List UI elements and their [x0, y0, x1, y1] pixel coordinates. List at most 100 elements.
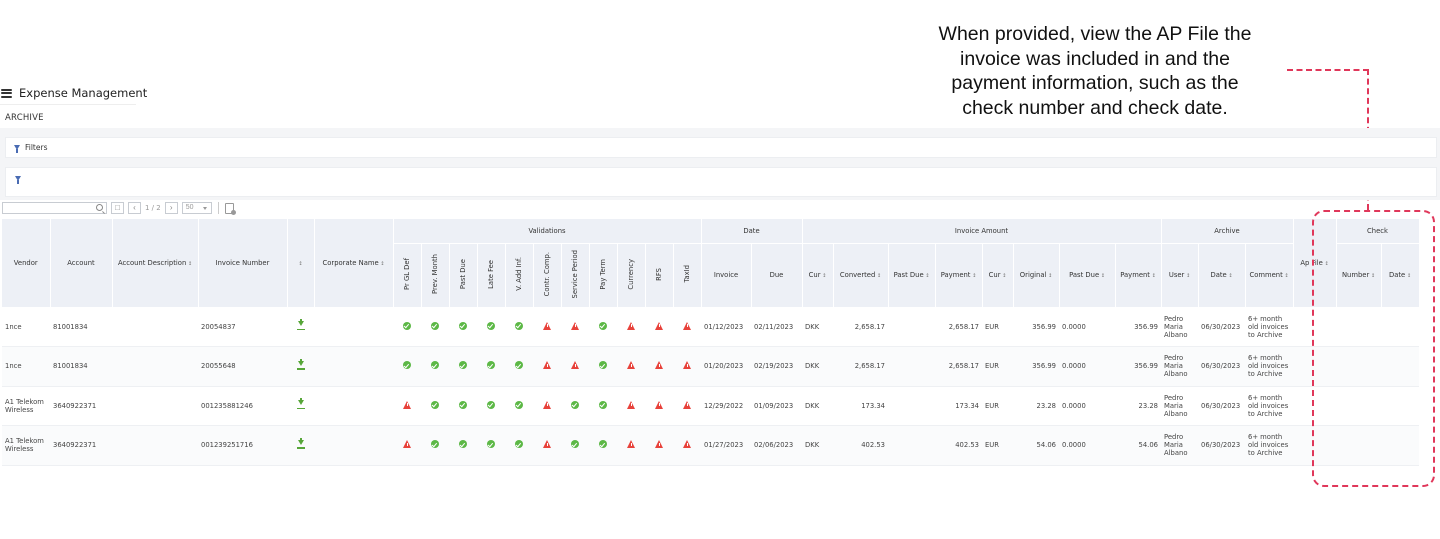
callout-line: check number and check date. [962, 96, 1228, 119]
first-page-button[interactable]: □ [111, 202, 124, 214]
header-prev-month[interactable]: Prev. Month [421, 243, 450, 308]
check-date-cell [1381, 425, 1419, 466]
header-ap-file[interactable]: Ap File [1293, 219, 1337, 308]
original-currency-cell: EUR [982, 386, 1013, 426]
past-due-original-cell: 0.0000 [1059, 346, 1115, 387]
check-circle-icon [459, 321, 467, 330]
table-row[interactable]: A1 Telekom Wireless 3640922371 00123588124… [2, 386, 1419, 426]
ap-file-cell[interactable] [1293, 307, 1336, 347]
warning-icon [683, 440, 691, 449]
header-download[interactable] [287, 219, 315, 308]
download-icon[interactable] [296, 319, 305, 331]
search-input[interactable] [3, 209, 93, 220]
download-cell[interactable] [287, 386, 314, 426]
comment-cell: 6+ month old invoices to Archive [1245, 346, 1293, 387]
header-cur-original[interactable]: Cur [982, 243, 1014, 308]
validation-cell [533, 346, 561, 387]
header-pay-term[interactable]: Pay Term [589, 243, 618, 308]
ap-file-cell[interactable] [1293, 386, 1336, 426]
validation-cell [477, 307, 505, 347]
header-currency[interactable]: Currency [617, 243, 646, 308]
header-account[interactable]: Account [50, 219, 113, 308]
user-cell: Pedro Maria Albano [1161, 425, 1198, 466]
invoice-date-cell: 01/20/2023 [701, 346, 751, 387]
invoice-number-link[interactable]: 001235881246 [198, 386, 287, 426]
header-date-due[interactable]: Due [751, 243, 803, 308]
header-invoice-number[interactable]: Invoice Number [198, 219, 288, 308]
export-icon[interactable] [224, 202, 236, 215]
header-contr-comp[interactable]: Contr. Comp. [533, 243, 562, 308]
header-taxid[interactable]: TaxId [673, 243, 702, 308]
check-circle-icon [459, 400, 467, 409]
archive-date-cell: 06/30/2023 [1198, 425, 1245, 466]
header-account-description[interactable]: Account Description [112, 219, 199, 308]
search-icon[interactable] [96, 204, 103, 211]
warning-icon [655, 321, 663, 330]
payment-original-cell: 356.99 [1115, 307, 1161, 347]
header-past-due[interactable]: Past Due [888, 243, 936, 308]
invoice-number-link[interactable]: 20055648 [198, 346, 287, 387]
download-icon[interactable] [296, 437, 305, 449]
next-page-button[interactable]: › [164, 202, 178, 214]
header-past-due-validation[interactable]: Past Due [449, 243, 478, 308]
validation-cell [421, 386, 449, 426]
warning-icon [403, 440, 411, 449]
check-circle-icon [487, 400, 495, 409]
account-link[interactable]: 3640922371 [50, 425, 112, 466]
download-cell[interactable] [287, 346, 314, 387]
validation-cell [589, 386, 617, 426]
check-circle-icon [459, 361, 467, 370]
filter-icon[interactable] [15, 176, 21, 184]
prev-page-button[interactable]: ‹ [128, 202, 141, 214]
header-payment[interactable]: Payment [935, 243, 983, 308]
table-row[interactable]: 1nce 81001834 20055648 01/20/2023 02/19/2023… [2, 346, 1419, 387]
download-icon[interactable] [296, 358, 305, 370]
header-converted[interactable]: Converted [833, 243, 889, 308]
download-cell[interactable] [287, 307, 314, 347]
header-payment-original[interactable]: Payment [1115, 243, 1162, 308]
header-user[interactable]: User [1161, 243, 1199, 308]
ap-file-cell[interactable] [1293, 346, 1336, 387]
callout-line: invoice was included in and the [960, 47, 1230, 70]
header-comment[interactable]: Comment [1245, 243, 1294, 308]
header-archive-date[interactable]: Date [1198, 243, 1246, 308]
table-row[interactable]: 1nce 81001834 20054837 01/12/2023 02/11/2023… [2, 307, 1419, 347]
header-service-period[interactable]: Service Period [561, 243, 590, 308]
check-circle-icon [459, 440, 467, 449]
filter-row[interactable] [5, 167, 1437, 197]
account-link[interactable]: 81001834 [50, 346, 112, 387]
header-vendor[interactable]: Vendor [2, 219, 51, 308]
invoice-number-link[interactable]: 20054837 [198, 307, 287, 347]
header-check-number[interactable]: Number [1336, 243, 1382, 308]
invoice-date-cell: 01/27/2023 [701, 425, 751, 466]
page-size-select[interactable]: 50 [181, 202, 212, 214]
validation-cell [645, 386, 673, 426]
payment-original-cell: 356.99 [1115, 346, 1161, 387]
validation-cell [477, 386, 505, 426]
converted-cell: 2,658.17 [833, 346, 888, 387]
header-corporate-name[interactable]: Corporate Name [314, 219, 394, 308]
validation-cell [561, 346, 589, 387]
table-row[interactable]: A1 Telekom Wireless 3640922371 00123925171… [2, 425, 1419, 466]
hamburger-menu-icon[interactable] [1, 88, 12, 98]
header-rfs[interactable]: RFS [645, 243, 674, 308]
archive-date-cell: 06/30/2023 [1198, 307, 1245, 347]
header-check-date[interactable]: Date [1381, 243, 1420, 308]
download-cell[interactable] [287, 425, 314, 466]
ap-file-cell[interactable] [1293, 425, 1336, 466]
account-link[interactable]: 81001834 [50, 307, 112, 347]
header-past-due-original[interactable]: Past Due [1059, 243, 1116, 308]
archive-date-cell: 06/30/2023 [1198, 386, 1245, 426]
header-cur[interactable]: Cur [802, 243, 834, 308]
filters-toggle[interactable]: Filters [5, 137, 1437, 158]
header-date-invoice[interactable]: Invoice [701, 243, 752, 308]
account-link[interactable]: 3640922371 [50, 386, 112, 426]
header-original[interactable]: Original [1013, 243, 1060, 308]
invoice-number-link[interactable]: 001239251716 [198, 425, 287, 466]
header-add-inf[interactable]: V. Add Inf. [505, 243, 534, 308]
header-late-fee[interactable]: Late Fee [477, 243, 506, 308]
original-currency-cell: EUR [982, 346, 1013, 387]
download-icon[interactable] [296, 398, 305, 410]
header-pr-gl-def[interactable]: Pr GL Def [393, 243, 422, 308]
past-due-cell [888, 346, 935, 387]
